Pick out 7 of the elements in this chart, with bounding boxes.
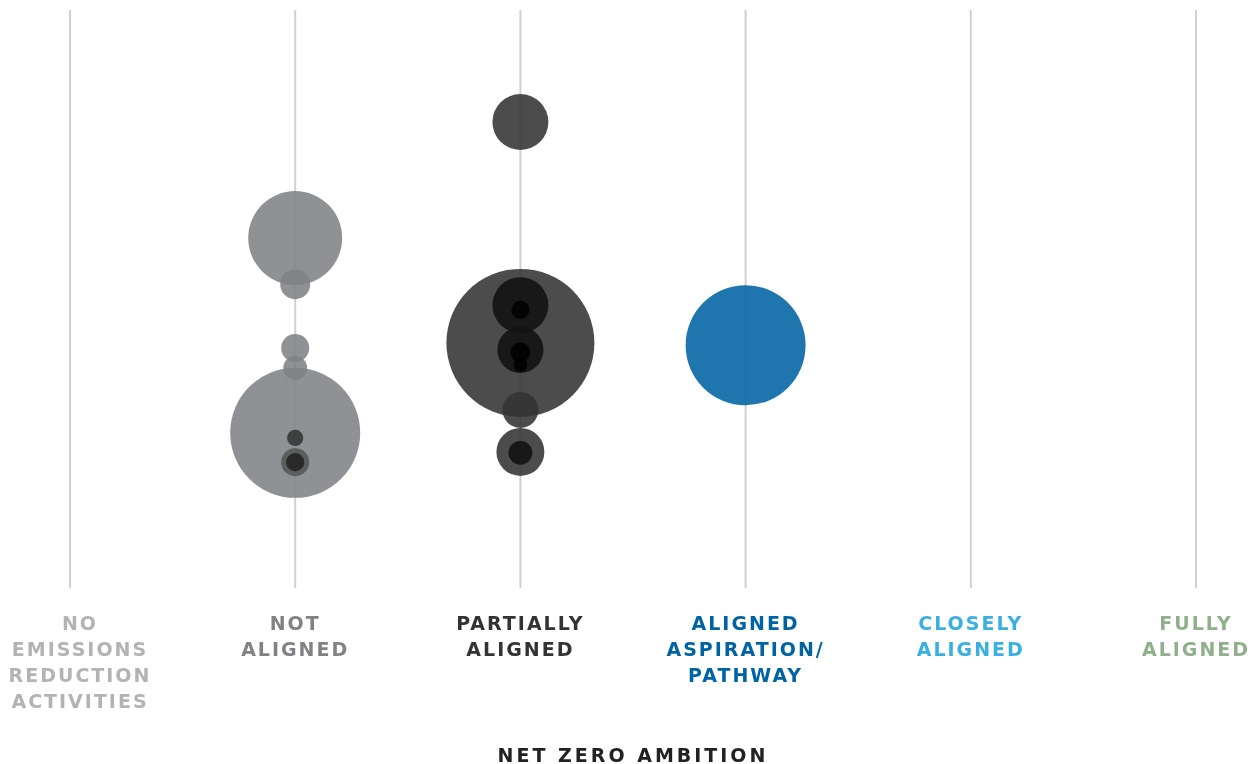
x-tick-label: PARTIALLY ALIGNED [456, 612, 585, 660]
x-axis-title: NET ZERO AMBITION [497, 744, 769, 764]
x-tick-label: FULLY ALIGNED [1141, 612, 1251, 660]
x-tick-label: ALIGNED ASPIRATION/PATHWAY [666, 612, 825, 686]
x-tick-label: NOT ALIGNED [241, 612, 350, 660]
x-tick-label: CLOSELY ALIGNED [916, 612, 1025, 660]
x-tick-label: NO EMISSIONS REDUCTION ACTIVITIES [8, 612, 152, 712]
